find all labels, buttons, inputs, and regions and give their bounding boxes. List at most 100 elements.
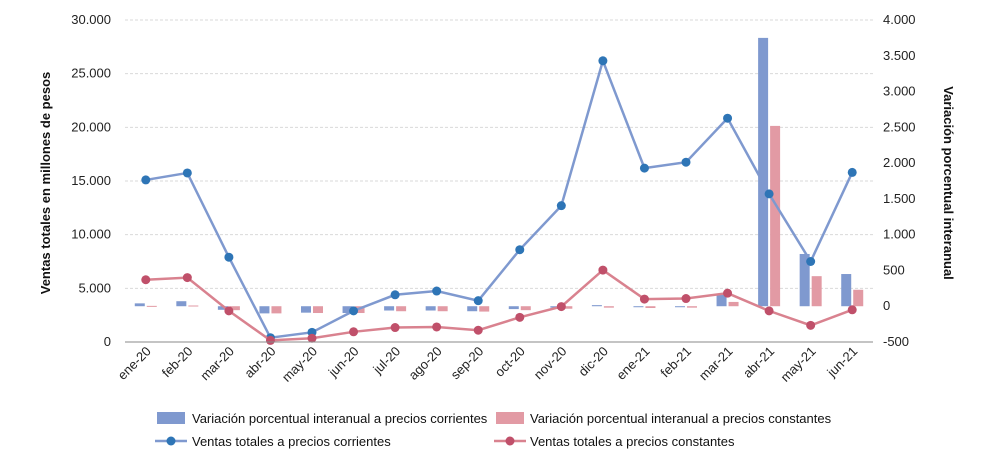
bar-corrientes [176,301,187,307]
right-tick-label: 1.500 [883,191,916,206]
bar-constantes [437,306,448,312]
x-tick-label: feb-21 [657,344,694,381]
bar-corrientes [591,305,602,307]
right-tick-label: 2.500 [883,119,916,134]
point-constantes [847,305,857,315]
point-corrientes [681,157,691,167]
x-tick-label: oct-20 [492,344,528,380]
bar-corrientes [384,306,395,311]
x-tick-label: sep-20 [448,344,487,383]
point-constantes [639,294,649,304]
bar-corrientes [508,306,519,310]
x-tick-label: ene-21 [613,344,652,383]
bar-corrientes [342,306,353,314]
point-corrientes [432,286,442,296]
right-tick-label: 2.000 [883,155,916,170]
right-tick-label: 1.000 [883,227,916,242]
bar-constantes [313,306,323,314]
point-corrientes [847,167,857,177]
point-corrientes [349,306,359,316]
point-corrientes [723,113,733,123]
bar-corrientes [716,294,727,307]
point-corrientes [556,201,566,211]
point-constantes [598,265,608,275]
axes: 0 5.000 10.000 15.000 20.000 25.000 30.000 -500… [71,12,915,385]
legend-item-line-constantes: Ventas totales a precios constantes [494,434,735,449]
right-tick-label: -500 [883,334,909,349]
bar-corrientes [841,274,852,307]
point-constantes [556,302,566,312]
point-constantes [224,306,234,316]
left-axis-title: Ventas totales en millones de pesos [38,72,53,295]
left-tick-label: 15.000 [71,173,111,188]
x-tick-label: abr-20 [241,344,278,381]
legend-swatch-bar-corrientes [157,412,185,424]
bar-constantes [811,276,822,307]
bar-constantes [728,301,739,307]
bar-constantes [562,306,573,309]
x-tick-label: may-20 [279,344,320,385]
bar-corrientes [259,306,270,314]
line-corrientes [145,56,854,340]
bar-corrientes [633,306,644,308]
point-constantes [432,322,442,332]
x-tick-label: nov-20 [531,344,570,383]
point-corrientes [639,163,649,173]
point-constantes [265,335,275,345]
point-corrientes [764,189,774,199]
x-tick-label: mar-20 [197,344,237,384]
legend-marker-line-constantes [505,436,515,446]
legend-marker-line-corrientes [166,436,176,446]
point-constantes [806,320,816,330]
point-constantes [307,333,317,343]
bar-constantes [687,306,697,308]
bar-constantes [396,306,407,312]
point-constantes [723,288,733,298]
x-tick-label: abr-21 [740,344,777,381]
x-tick-label: ene-20 [115,344,154,383]
bar-constantes [188,305,199,307]
bar-constantes [853,289,864,307]
left-tick-label: 0 [104,334,111,349]
bar-corrientes [301,306,311,313]
bar-constantes [479,306,490,312]
right-tick-label: 3.000 [883,84,916,99]
left-tick-label: 30.000 [71,12,111,27]
point-constantes [515,312,525,322]
right-tick-label: 3.500 [883,48,916,63]
bars [134,37,864,314]
legend-item-bar-corrientes: Variación porcentual interanual a precio… [157,411,488,426]
bar-corrientes [467,306,478,312]
x-tick-label: may-21 [778,344,819,385]
bar-corrientes [799,253,810,307]
legend-swatch-bar-constantes [496,412,524,424]
bar-corrientes [675,306,685,308]
bar-corrientes [425,306,436,311]
lines [141,56,857,345]
bar-corrientes [134,303,145,307]
point-constantes [390,323,400,333]
right-tick-label: 4.000 [883,12,916,27]
legend-item-bar-constantes: Variación porcentual interanual a precio… [496,411,832,426]
point-constantes [182,273,192,283]
bar-constantes [229,306,240,311]
x-tick-label: dic-20 [575,344,611,380]
point-corrientes [390,290,400,300]
point-constantes [349,327,359,337]
point-constantes [681,294,691,304]
bar-corrientes [217,306,228,310]
left-tick-label: 20.000 [71,119,111,134]
point-corrientes [598,56,608,66]
x-tick-label: jul-20 [369,344,403,378]
bar-constantes [520,306,531,311]
x-tick-label: mar-21 [696,344,736,384]
right-axis-title: Variación porcentual interanual [941,86,956,280]
point-corrientes [473,296,483,306]
legend: Variación porcentual interanual a precio… [155,411,832,449]
bar-constantes [146,305,157,307]
legend-label-line-corrientes: Ventas totales a precios corrientes [192,434,391,449]
legend-item-line-corrientes: Ventas totales a precios corrientes [155,434,391,449]
point-corrientes [141,175,151,185]
legend-label-bar-constantes: Variación porcentual interanual a precio… [530,411,832,426]
